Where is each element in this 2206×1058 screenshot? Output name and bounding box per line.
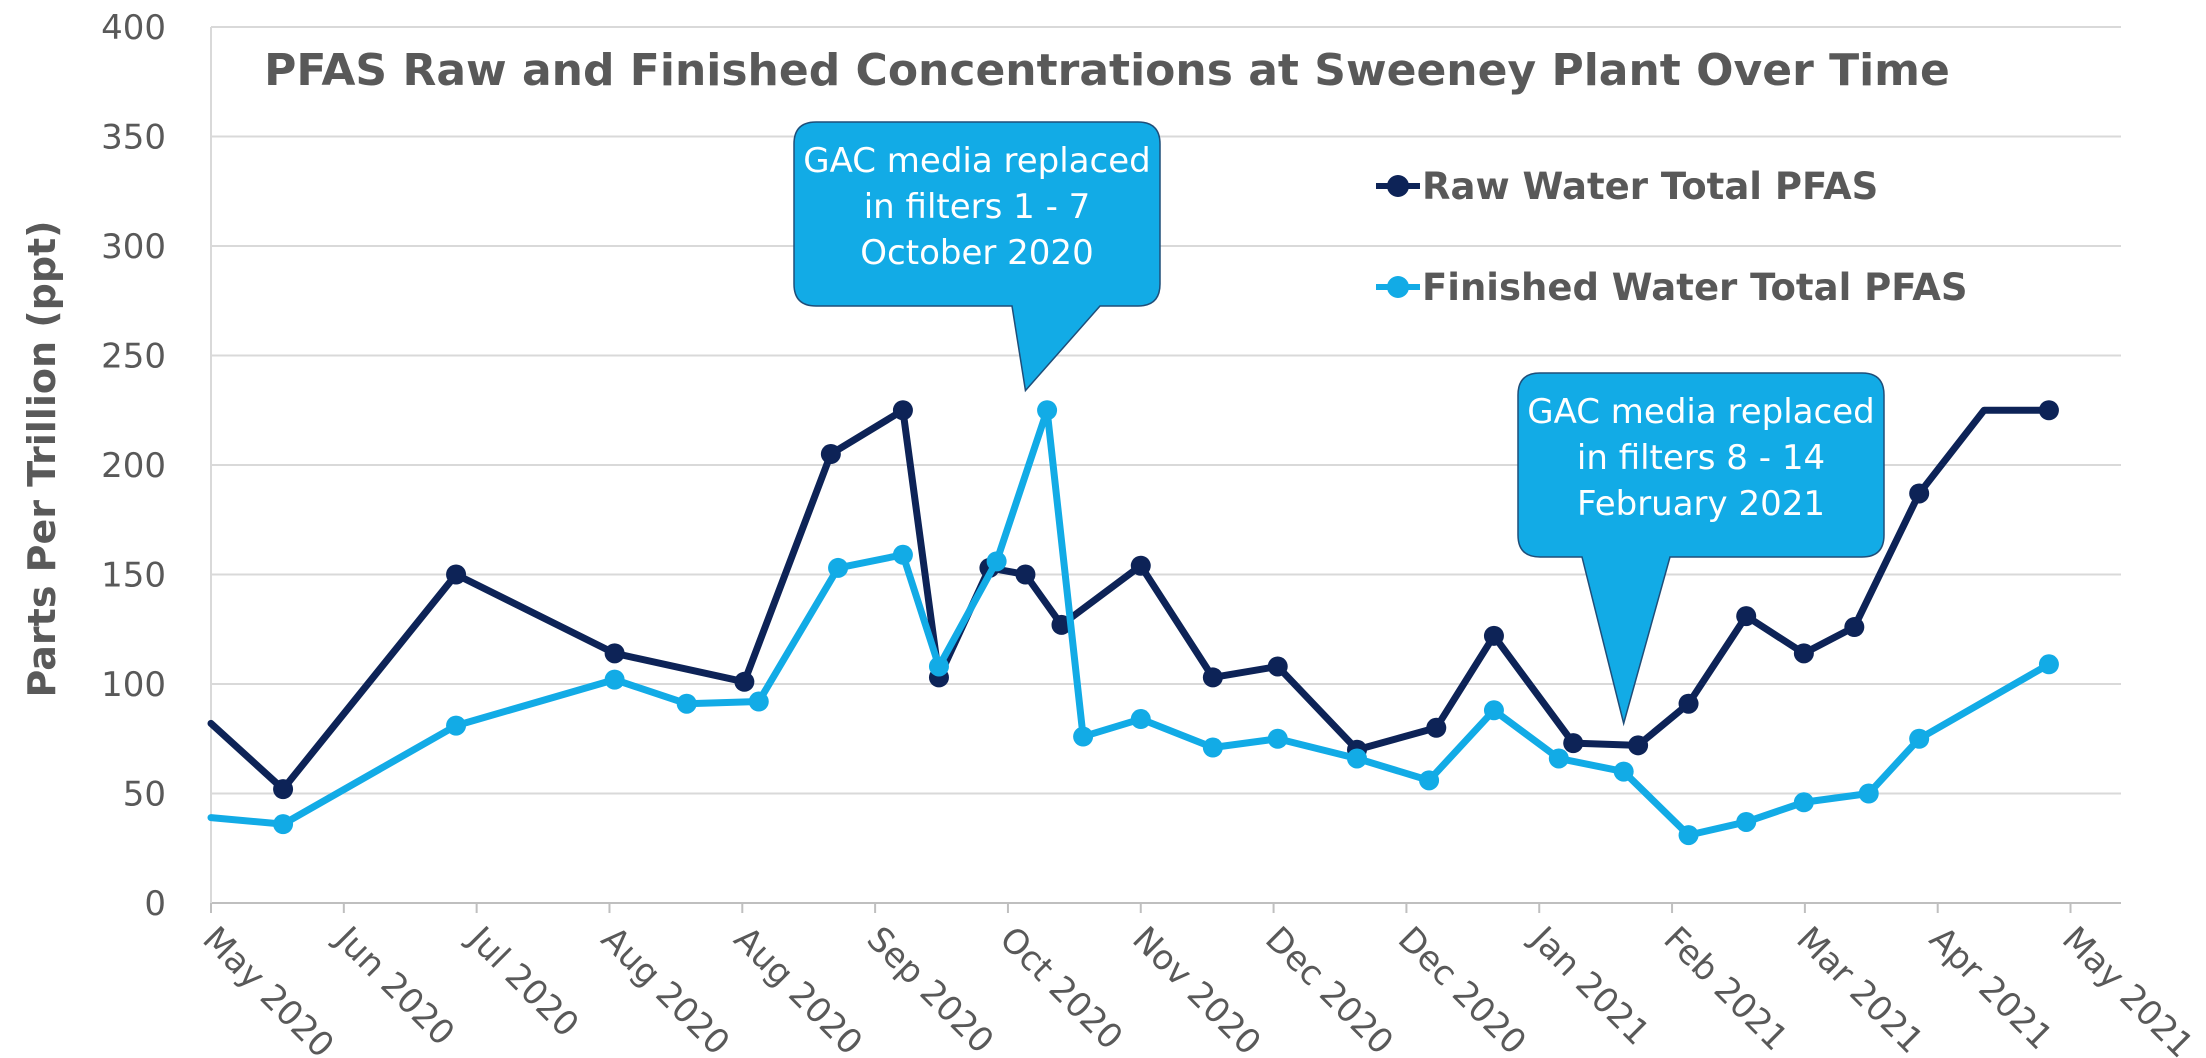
data-point xyxy=(1483,700,1504,721)
x-tick-label: Nov 2020 xyxy=(1124,919,1268,1058)
x-tick-label: Feb 2021 xyxy=(1656,919,1796,1058)
legend-label-raw: Raw Water Total PFAS xyxy=(1422,165,1878,208)
series-finished-water xyxy=(207,400,2059,846)
x-tick-label: Sep 2020 xyxy=(859,919,1001,1058)
y-tick-label: 0 xyxy=(144,884,166,924)
x-tick-label: May 2021 xyxy=(2054,919,2201,1058)
y-tick-label: 100 xyxy=(101,665,166,705)
data-point xyxy=(273,814,294,835)
legend-item-raw: Raw Water Total PFAS xyxy=(1376,165,1878,208)
data-point xyxy=(748,691,769,712)
y-tick-label: 250 xyxy=(101,337,166,377)
data-point xyxy=(1267,656,1288,677)
data-point xyxy=(1628,735,1649,756)
data-point xyxy=(1909,728,1930,749)
data-point xyxy=(1793,792,1814,813)
gridlines xyxy=(211,26,2121,795)
data-point xyxy=(1678,825,1699,846)
x-tick-label: Jul 2020 xyxy=(459,918,587,1046)
data-point xyxy=(1793,643,1814,664)
callout-text-line: October 2020 xyxy=(860,233,1093,273)
data-point xyxy=(892,544,913,565)
data-point xyxy=(604,643,625,664)
data-point xyxy=(986,551,1007,572)
x-tick-label: Aug 2020 xyxy=(593,919,737,1058)
data-point xyxy=(604,669,625,690)
callout-annotation: GAC media replaced in filters 8 - 14 Febru… xyxy=(1517,372,1885,727)
data-point xyxy=(1858,783,1879,804)
data-point xyxy=(2038,400,2059,421)
legend: Raw Water Total PFAS Finished Water Tota… xyxy=(1376,165,1968,309)
data-point xyxy=(1736,606,1757,627)
data-point xyxy=(1678,693,1699,714)
data-point xyxy=(1202,737,1223,758)
data-point xyxy=(1130,709,1151,730)
data-point xyxy=(734,671,755,692)
axes xyxy=(210,27,2121,904)
data-point xyxy=(1347,748,1367,769)
data-point xyxy=(676,693,697,714)
series-line xyxy=(207,406,2053,793)
data-point xyxy=(828,557,849,578)
callout-box xyxy=(793,121,1161,393)
data-point xyxy=(1844,617,1865,638)
y-tick-label: 400 xyxy=(101,8,166,48)
data-point xyxy=(1563,733,1584,754)
data-point xyxy=(1483,625,1504,646)
data-point xyxy=(1909,483,1930,504)
y-tick-label: 150 xyxy=(101,556,166,596)
y-axis-ticks: 0 50 100 150 200 250 300 350 400 xyxy=(101,8,166,924)
data-point xyxy=(1426,717,1447,738)
data-point xyxy=(446,715,467,736)
x-tick-label: Jan 2021 xyxy=(1521,918,1657,1054)
x-tick-label: May 2020 xyxy=(195,919,342,1058)
data-point xyxy=(1037,400,1058,421)
y-tick-label: 300 xyxy=(101,227,166,267)
x-tick-label: Oct 2020 xyxy=(992,919,1131,1058)
x-tick-label: Jun 2020 xyxy=(326,918,462,1054)
data-point xyxy=(928,656,949,677)
callout-text-line: GAC media replaced xyxy=(1527,392,1874,432)
x-tick-label: Dec 2020 xyxy=(1390,919,1534,1058)
data-point xyxy=(446,564,467,585)
series-layer xyxy=(207,400,2059,846)
data-point xyxy=(1419,770,1440,791)
data-point xyxy=(1073,726,1094,747)
legend-swatch-marker xyxy=(1387,175,1409,197)
x-tick-label: Apr 2021 xyxy=(1921,919,2060,1058)
y-tick-label: 200 xyxy=(101,446,166,486)
x-tick-label: Aug 2020 xyxy=(726,919,870,1058)
y-tick-label: 50 xyxy=(123,775,166,815)
data-point xyxy=(892,400,913,421)
legend-swatch-marker xyxy=(1387,276,1409,298)
data-point xyxy=(1202,667,1223,688)
data-point xyxy=(1548,748,1569,769)
callout-text-line: February 2021 xyxy=(1577,484,1825,524)
callout-box xyxy=(1517,372,1885,727)
annotations-layer: GAC media replaced in filters 1 - 7 Octobe… xyxy=(793,121,1885,727)
callout-text-line: GAC media replaced xyxy=(803,141,1150,181)
data-point xyxy=(2038,654,2059,675)
data-point xyxy=(273,779,294,800)
data-point xyxy=(820,444,841,465)
data-point xyxy=(1015,564,1036,585)
x-tick-label: Mar 2021 xyxy=(1789,919,1931,1058)
data-point xyxy=(1736,811,1757,832)
legend-label-finished: Finished Water Total PFAS xyxy=(1422,266,1968,309)
legend-item-finished: Finished Water Total PFAS xyxy=(1376,266,1968,309)
data-point xyxy=(1051,614,1072,635)
callout-text-line: in filters 1 - 7 xyxy=(864,187,1091,227)
y-tick-label: 350 xyxy=(101,118,166,158)
data-point xyxy=(1130,555,1151,576)
data-point xyxy=(1613,761,1634,782)
callout-text-line: in filters 8 - 14 xyxy=(1577,438,1825,478)
x-tick-label: Dec 2020 xyxy=(1257,919,1401,1058)
data-point xyxy=(1267,728,1288,749)
chart-title: PFAS Raw and Finished Concentrations at … xyxy=(264,45,1950,96)
y-axis-label: Parts Per Trillion (ppt) xyxy=(20,220,64,697)
callout-annotation: GAC media replaced in filters 1 - 7 Octobe… xyxy=(793,121,1161,393)
